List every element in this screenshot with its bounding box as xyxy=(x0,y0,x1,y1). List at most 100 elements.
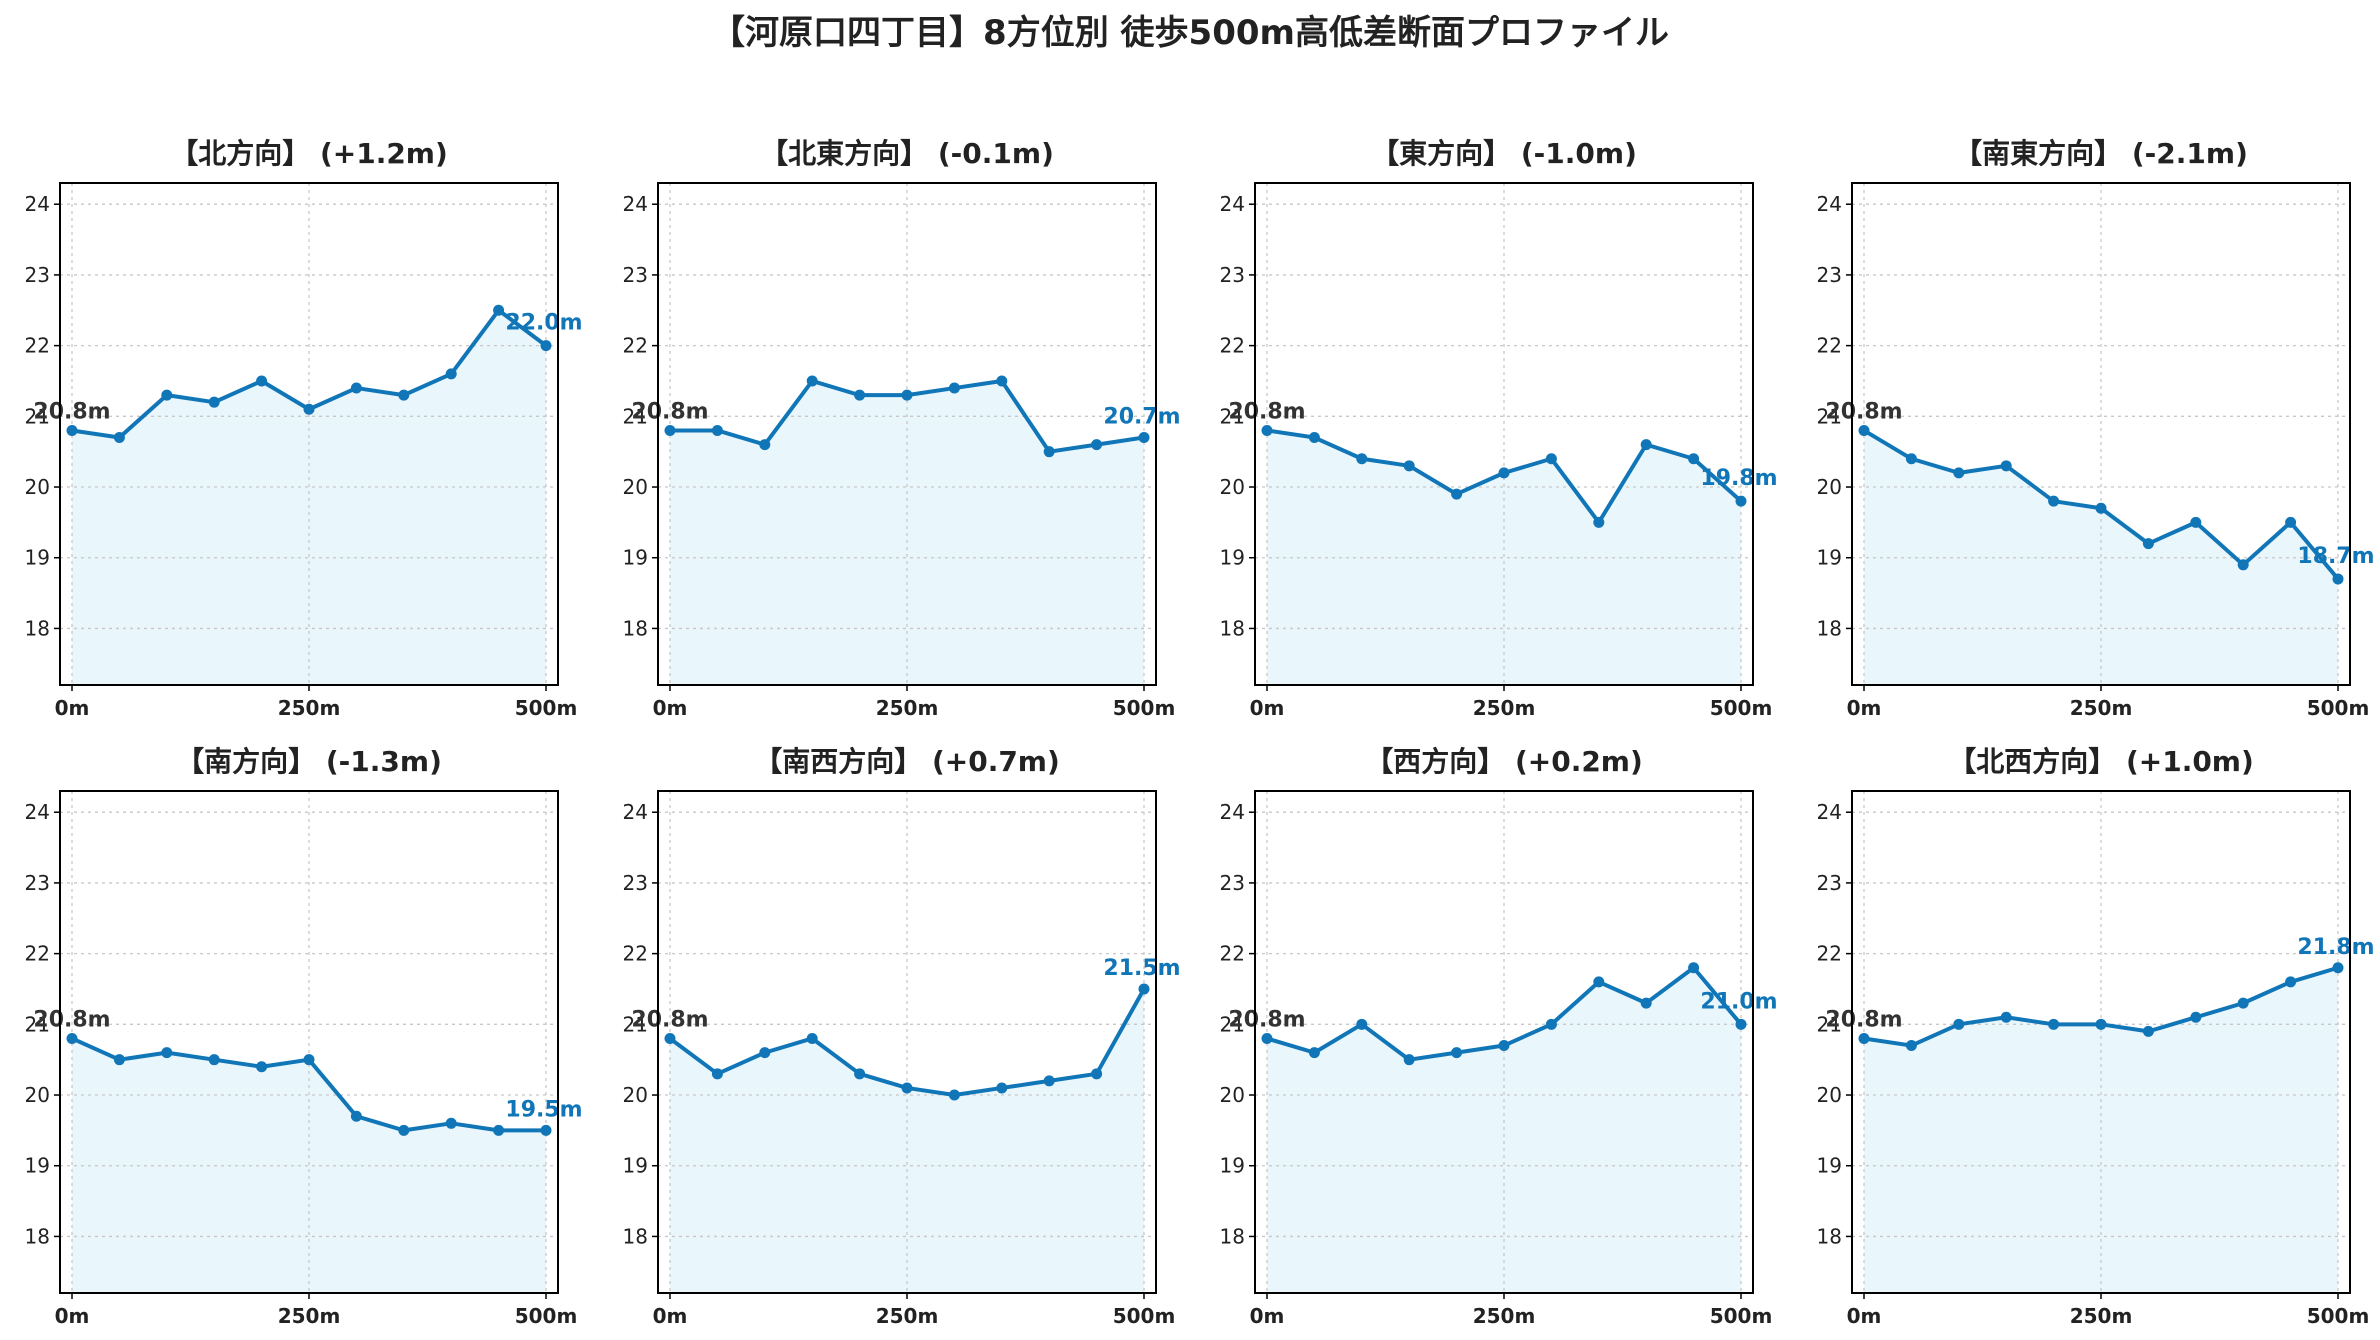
x-tick-label: 0m xyxy=(1847,696,1882,720)
panel-title: 【西方向】 (+0.2m) xyxy=(1365,745,1643,778)
elevation-point xyxy=(664,1032,676,1044)
y-tick-label: 21 xyxy=(25,1012,50,1036)
x-tick-label: 0m xyxy=(1250,1304,1285,1328)
elevation-point xyxy=(1953,467,1965,479)
elevation-point xyxy=(1545,1018,1557,1030)
elevation-point xyxy=(2142,538,2154,550)
elevation-area xyxy=(1267,967,1741,1293)
elevation-point xyxy=(1593,516,1605,528)
y-tick-label: 23 xyxy=(25,263,50,287)
x-tick-label: 250m xyxy=(278,696,341,720)
panel-title: 【北東方向】 (-0.1m) xyxy=(760,137,1054,170)
y-tick-label: 20 xyxy=(623,1083,648,1107)
start-elevation-label: 20.8m xyxy=(33,399,110,424)
elevation-point xyxy=(854,1068,866,1080)
elevation-point xyxy=(1905,453,1917,465)
start-elevation-label: 20.8m xyxy=(631,399,708,424)
elevation-point xyxy=(398,1124,410,1136)
y-tick-label: 19 xyxy=(25,546,50,570)
y-tick-label: 22 xyxy=(25,334,50,358)
y-tick-label: 20 xyxy=(1220,1083,1245,1107)
end-elevation-label: 21.0m xyxy=(1700,989,1777,1014)
plot-frame xyxy=(1851,790,2351,1294)
start-elevation-label: 20.8m xyxy=(33,1007,110,1032)
y-tick-label: 22 xyxy=(1817,334,1842,358)
elevation-point xyxy=(901,1082,913,1094)
elevation-area xyxy=(1267,430,1741,685)
elevation-point xyxy=(2142,1025,2154,1037)
elevation-point xyxy=(806,1032,818,1044)
elevation-point xyxy=(759,439,771,451)
y-tick-label: 20 xyxy=(623,475,648,499)
y-tick-label: 23 xyxy=(623,871,648,895)
y-tick-label: 20 xyxy=(1220,475,1245,499)
y-tick-label: 24 xyxy=(1817,800,1842,824)
y-tick-label: 20 xyxy=(1817,1083,1842,1107)
plot-frame xyxy=(1254,790,1754,1294)
start-elevation-label: 20.8m xyxy=(1228,399,1305,424)
x-tick-label: 250m xyxy=(278,1304,341,1328)
elevation-point xyxy=(2237,559,2249,571)
profile-panel: 【北西方向】 (+1.0m) 18 19 20 21 22 23 24 0m 250m 500m 20… xyxy=(1817,745,2375,1328)
y-tick-label: 24 xyxy=(1817,192,1842,216)
panel-title: 【南西方向】 (+0.7m) xyxy=(754,745,1060,778)
elevation-point xyxy=(1688,962,1700,974)
y-tick-label: 21 xyxy=(623,404,648,428)
elevation-point xyxy=(1308,1047,1320,1059)
panels-grid: 【北方向】 (+1.2m) 18 19 20 21 22 23 24 0m 250m 500m 20.… xyxy=(25,137,2375,1328)
y-tick-label: 21 xyxy=(1817,404,1842,428)
x-tick-label: 500m xyxy=(2307,1304,2370,1328)
y-tick-label: 22 xyxy=(1220,942,1245,966)
elevation-point xyxy=(901,389,913,401)
x-tick-label: 500m xyxy=(1113,696,1176,720)
elevation-point xyxy=(540,1124,552,1136)
panel-title: 【南方向】 (-1.3m) xyxy=(176,745,442,778)
x-tick-label: 250m xyxy=(1473,1304,1536,1328)
x-tick-label: 250m xyxy=(876,696,939,720)
elevation-point xyxy=(711,424,723,436)
elevation-point xyxy=(996,375,1008,387)
elevation-point xyxy=(1138,432,1150,444)
elevation-point xyxy=(1498,467,1510,479)
panel-title: 【北西方向】 (+1.0m) xyxy=(1948,745,2254,778)
elevation-point xyxy=(303,403,315,415)
elevation-point xyxy=(161,1047,173,1059)
elevation-point xyxy=(1403,1054,1415,1066)
elevation-point xyxy=(66,1032,78,1044)
elevation-point xyxy=(113,432,125,444)
profile-panel: 【北東方向】 (-0.1m) 18 19 20 21 22 23 24 0m 250m 500m 20… xyxy=(623,137,1181,720)
x-tick-label: 500m xyxy=(515,696,578,720)
elevation-point xyxy=(1858,1032,1870,1044)
plot-frame xyxy=(657,182,1157,686)
elevation-point xyxy=(1858,424,1870,436)
elevation-point xyxy=(854,389,866,401)
end-elevation-label: 18.7m xyxy=(2297,544,2374,569)
panel-title: 【南東方向】 (-2.1m) xyxy=(1954,137,2248,170)
elevation-point xyxy=(1905,1040,1917,1052)
plot-frame xyxy=(657,790,1157,1294)
y-tick-label: 22 xyxy=(623,942,648,966)
profile-panel: 【東方向】 (-1.0m) 18 19 20 21 22 23 24 0m 250m 500m 20.… xyxy=(1220,137,1778,720)
x-tick-label: 0m xyxy=(55,696,90,720)
elevation-point xyxy=(1735,495,1747,507)
elevation-area xyxy=(670,380,1144,685)
y-tick-label: 23 xyxy=(623,263,648,287)
elevation-point xyxy=(1735,1018,1747,1030)
y-tick-label: 22 xyxy=(25,942,50,966)
end-elevation-label: 19.8m xyxy=(1700,466,1777,491)
elevation-point xyxy=(1451,1047,1463,1059)
y-tick-label: 23 xyxy=(25,871,50,895)
elevation-point xyxy=(398,389,410,401)
elevation-point xyxy=(493,304,505,316)
y-tick-label: 23 xyxy=(1220,871,1245,895)
elevation-point xyxy=(1498,1040,1510,1052)
elevation-point xyxy=(2237,997,2249,1009)
y-tick-label: 21 xyxy=(1220,1012,1245,1036)
plot-frame xyxy=(59,182,559,686)
x-tick-label: 0m xyxy=(1250,696,1285,720)
elevation-point xyxy=(1043,1075,1055,1087)
y-tick-label: 18 xyxy=(25,616,50,640)
elevation-point xyxy=(1261,424,1273,436)
x-tick-label: 250m xyxy=(2070,696,2133,720)
plot-frame xyxy=(1851,182,2351,686)
